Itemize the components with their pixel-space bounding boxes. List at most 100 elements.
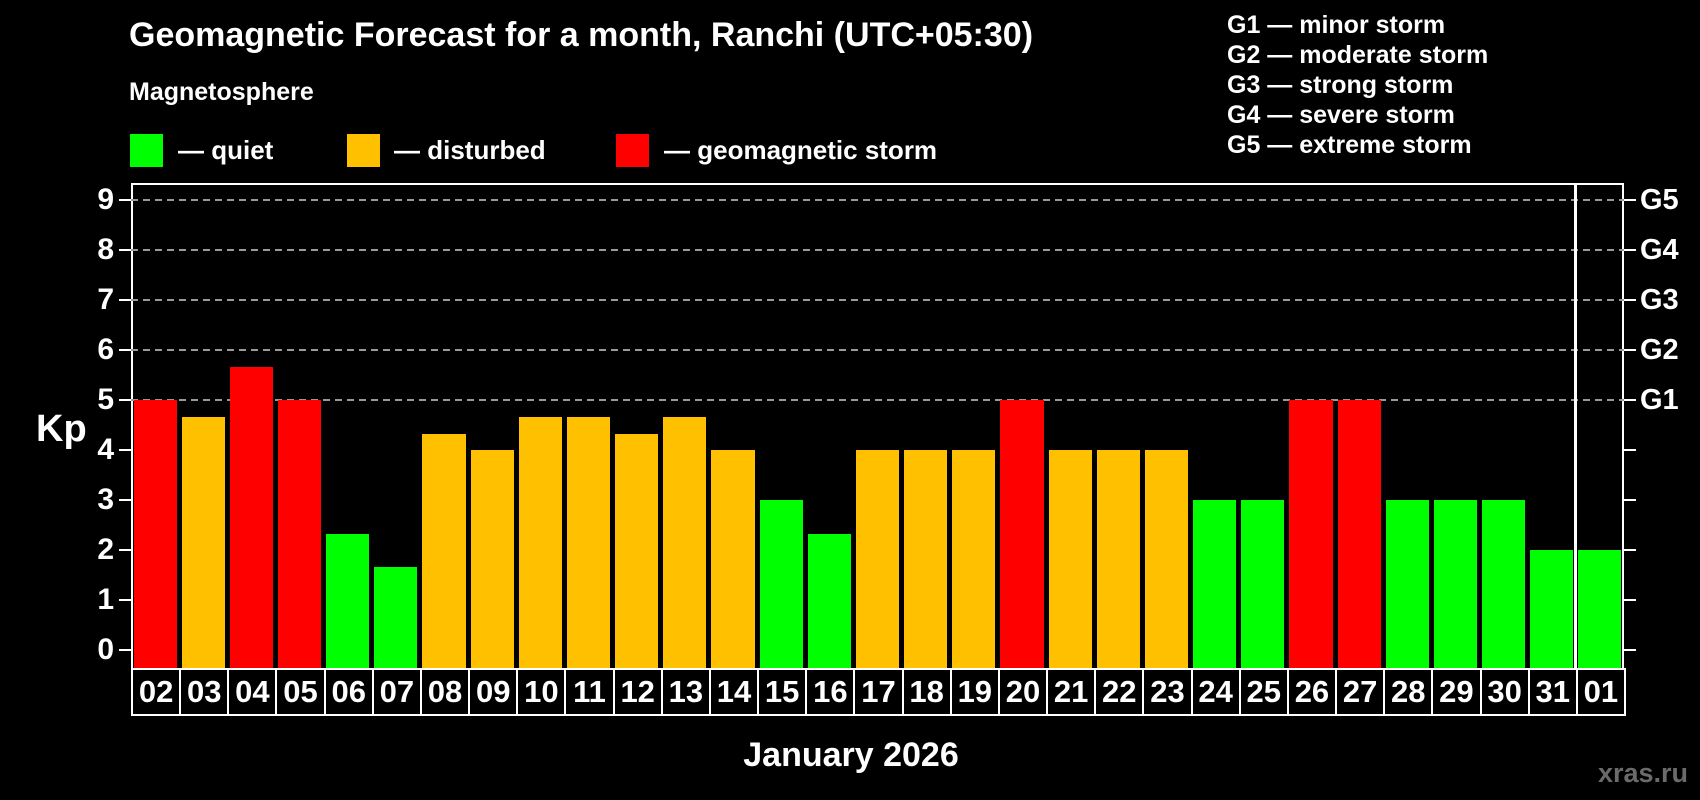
y-tick-right-5: [1624, 399, 1636, 401]
y-tick-right-4: [1624, 449, 1636, 451]
month-label: January 2026: [743, 736, 959, 774]
legend-label-storm: — geomagnetic storm: [664, 135, 938, 165]
y-tick-right-6: [1624, 349, 1636, 351]
bar-day-30: [1482, 500, 1526, 668]
day-label-22: 22: [1094, 668, 1145, 716]
bar-day-09: [470, 450, 514, 668]
day-label-02: 02: [131, 668, 182, 716]
g-scale-line-g3: G3 — strong storm: [1227, 71, 1454, 99]
y-tick-label-9: 9: [97, 183, 114, 216]
day-label-17: 17: [853, 668, 904, 716]
y-tick-left-6: [119, 349, 131, 351]
day-label-20: 20: [997, 668, 1049, 716]
storm-swatch-icon: [616, 134, 649, 167]
y-tick-left-1: [119, 599, 131, 601]
y-tick-left-2: [119, 549, 131, 551]
bar-day-01: [1578, 550, 1622, 668]
g-scale-line-g5: G5 — extreme storm: [1227, 131, 1472, 159]
bar-day-12: [615, 433, 659, 668]
bar-day-23: [1144, 450, 1189, 668]
bar-day-10: [518, 416, 562, 668]
g-axis-label-g4: G4: [1640, 234, 1679, 266]
day-label-row: 02 03 04 05 06 07 08 09 10 11 12 13 14 15 16 17 18 19 20 21…: [131, 668, 1628, 716]
y-tick-label-6: 6: [97, 333, 114, 366]
day-label-11: 11: [564, 668, 615, 716]
g-scale-line-g1: G1 — minor storm: [1227, 11, 1446, 39]
plot-area: [131, 185, 1624, 668]
kp-axis-label: Kp: [36, 408, 87, 450]
chart-title: Geomagnetic Forecast for a month, Ranchi…: [129, 16, 1034, 54]
y-tick-left-0: [119, 649, 131, 651]
day-label-14: 14: [708, 668, 760, 716]
bar-day-05: [277, 400, 322, 668]
disturbed-swatch-icon: [347, 134, 380, 167]
bar-day-15: [759, 500, 803, 668]
bar-day-11: [566, 416, 611, 668]
legend-label-disturbed: — disturbed: [394, 135, 546, 165]
day-label-08: 08: [419, 668, 471, 716]
day-label-28: 28: [1383, 668, 1434, 716]
y-tick-label-4: 4: [97, 433, 114, 466]
day-label-24: 24: [1190, 668, 1241, 716]
bar-day-13: [663, 416, 707, 668]
bar-day-25: [1241, 500, 1285, 668]
bar-day-31: [1530, 550, 1574, 668]
quiet-swatch-icon: [130, 134, 163, 167]
bar-day-14: [711, 450, 755, 668]
y-tick-label-5: 5: [97, 383, 114, 416]
y-tick-label-8: 8: [97, 233, 114, 266]
y-tick-left-4: [119, 449, 131, 451]
bar-day-04: [229, 366, 273, 668]
xras-watermark: xras.ru: [1597, 758, 1688, 788]
legend-label-quiet: — quiet: [178, 135, 274, 165]
day-label-06: 06: [323, 668, 374, 716]
day-label-16: 16: [805, 668, 856, 716]
day-label-10: 10: [516, 668, 567, 716]
y-tick-right-7: [1624, 299, 1636, 301]
bar-day-07: [374, 566, 418, 668]
y-tick-left-3: [119, 499, 131, 501]
bar-day-06: [326, 533, 370, 668]
g-scale-legend: G1 — minor storm G2 — moderate storm G3 …: [1227, 10, 1488, 160]
day-label-01: 01: [1575, 668, 1626, 716]
y-tick-right-3: [1624, 499, 1636, 501]
y-tick-label-7: 7: [97, 283, 114, 316]
y-tick-left-7: [119, 299, 131, 301]
bar-day-16: [807, 533, 851, 668]
plot-border-left: [131, 183, 133, 668]
y-tick-label-0: 0: [97, 633, 114, 666]
bar-day-26: [1289, 400, 1333, 668]
bar-day-22: [1096, 450, 1140, 668]
plot-border-right: [1622, 183, 1624, 668]
day-label-19: 19: [949, 668, 1000, 716]
bar-day-27: [1337, 400, 1381, 668]
bar-day-20: [1000, 400, 1044, 668]
day-label-03: 03: [179, 668, 230, 716]
day-label-15: 15: [757, 668, 808, 716]
plot-border-top: [131, 183, 1624, 185]
day-label-13: 13: [660, 668, 711, 716]
bar-day-17: [855, 450, 900, 668]
day-label-27: 27: [1335, 668, 1386, 716]
bar-day-28: [1385, 500, 1429, 668]
gridline-kp-7: [131, 299, 1624, 301]
y-tick-label-2: 2: [97, 533, 114, 566]
y-tick-left-8: [119, 249, 131, 251]
bar-day-24: [1193, 500, 1237, 668]
y-tick-right-9: [1624, 199, 1636, 201]
month-separator-line: [1573, 185, 1577, 668]
y-tick-label-1: 1: [97, 583, 114, 616]
day-label-25: 25: [1238, 668, 1289, 716]
g-axis-label-g2: G2: [1640, 334, 1679, 366]
bar-day-21: [1048, 450, 1092, 668]
gridline-kp-8: [131, 249, 1624, 251]
day-label-29: 29: [1431, 668, 1482, 716]
y-tick-left-5: [119, 399, 131, 401]
g-scale-line-g2: G2 — moderate storm: [1227, 41, 1489, 69]
bar-day-18: [904, 450, 948, 668]
gridline-kp-5: [131, 399, 1624, 401]
y-tick-right-1: [1624, 599, 1636, 601]
day-label-09: 09: [468, 668, 519, 716]
y-tick-right-8: [1624, 249, 1636, 251]
